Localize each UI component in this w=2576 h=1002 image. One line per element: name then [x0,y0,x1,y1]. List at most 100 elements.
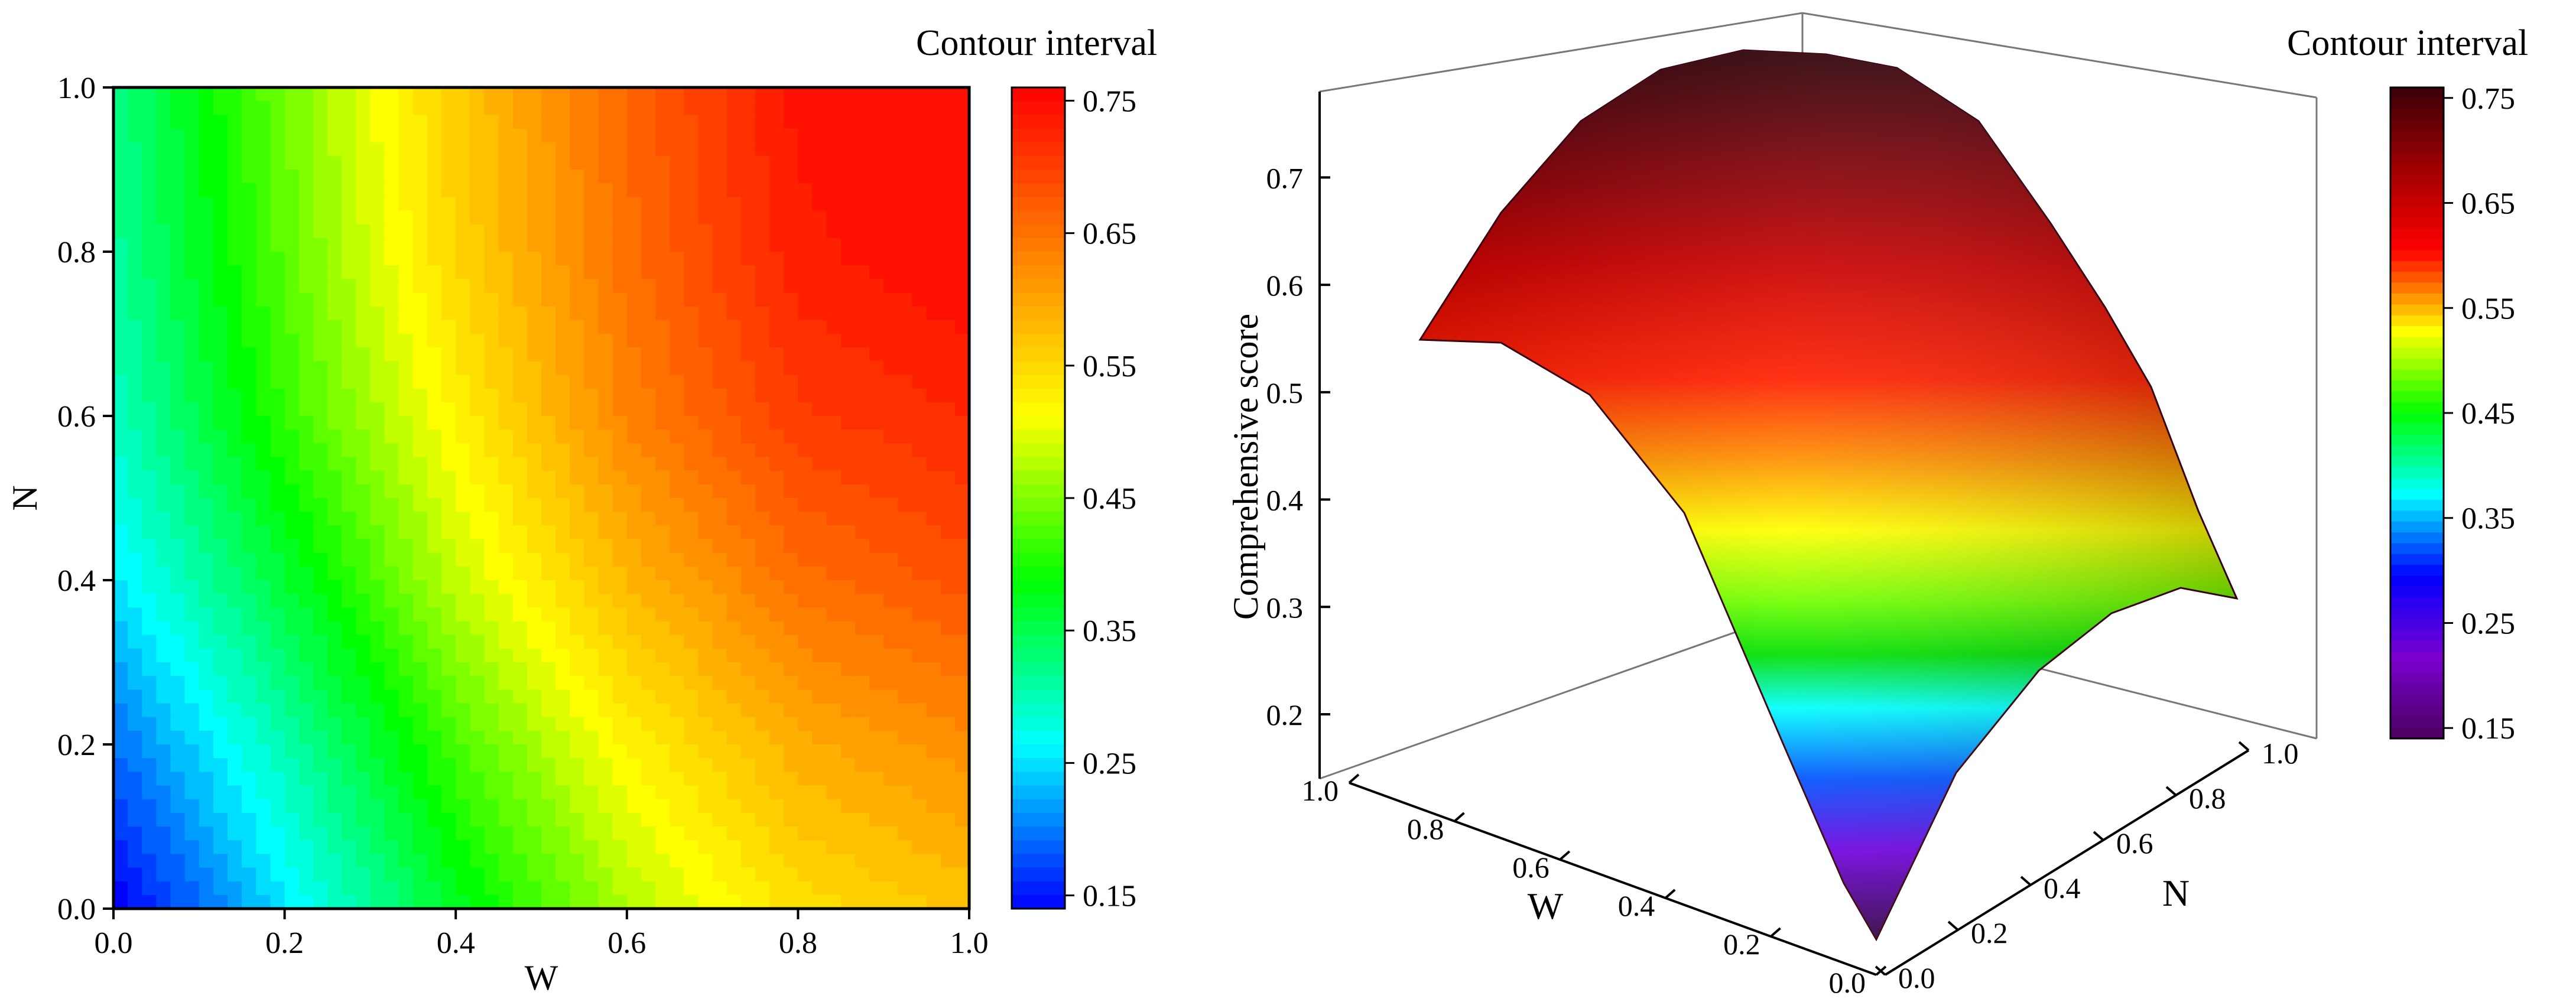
contour-cell [128,388,143,403]
contour-cell [313,334,328,349]
contour-cell [512,375,528,389]
contour-cell [142,525,157,540]
contour-cell [470,785,485,800]
contour-cell [270,827,285,841]
contour-cell [798,635,813,649]
contour-cell [655,170,671,184]
contour-cell [398,197,414,212]
contour-cell [284,334,300,349]
contour-cell [812,552,827,567]
colorbar-band [2390,532,2444,544]
colorbar-band [2390,445,2444,457]
contour-cell [926,621,941,636]
contour-cell [170,292,186,307]
contour-cell [954,566,970,581]
contour-cell [498,484,514,499]
contour-cell [527,566,542,581]
contour-cell [883,238,899,252]
contour-cell [113,785,129,800]
contour-cell [883,744,899,759]
contour-cell [327,388,343,403]
contour-cell [113,402,129,417]
contour-cell [170,320,186,334]
contour-cell [384,210,399,225]
contour-cell [284,484,300,499]
contour-cell [470,703,485,718]
contour-cell [684,155,699,170]
contour-cell [584,265,599,280]
contour-cell [370,676,385,691]
contour-cell [740,566,756,581]
contour-cell [712,155,727,170]
contour-cell [926,128,941,143]
contour-cell [626,648,642,663]
contour-cell [142,101,157,116]
contour-cell [184,607,200,622]
contour-cell [612,525,628,540]
contour-cell [812,388,827,403]
contour-cell [940,361,956,376]
contour-cell [470,306,485,321]
contour-cell [755,812,771,827]
contour-cell [512,539,528,554]
contour-cell [926,470,941,485]
contour-cell [398,525,414,540]
contour-cell [298,854,314,868]
contour-cell [570,210,585,225]
contour-cell [684,170,699,184]
contour-cell [626,840,642,855]
contour-cell [670,265,685,280]
contour-cell [769,744,785,759]
contour-y-tick-label: 0.0 [57,893,96,926]
contour-cell [584,375,599,389]
contour-cell [684,210,699,225]
contour-cell [356,265,371,280]
contour-cell [113,867,129,882]
contour-cell [128,799,143,814]
contour-cell [270,881,285,896]
contour-cell [498,566,514,581]
contour-cell [541,799,557,814]
contour-cell [213,621,229,636]
contour-cell [712,607,727,622]
contour-cell [612,142,628,157]
contour-cell [740,607,756,622]
contour-cell [256,210,271,225]
contour-cell [755,197,771,212]
contour-cell [156,443,171,458]
contour-cell [626,416,642,431]
contour-cell [855,854,870,868]
contour-cell [740,730,756,745]
contour-cell [484,525,499,540]
contour-cell [584,224,599,239]
contour-cell [427,566,443,581]
colorbar-band [1012,744,1065,759]
contour-cell [384,484,399,499]
contour-cell [670,580,685,595]
contour-cell [883,730,899,745]
contour-cell [698,594,713,609]
contour-cell [356,621,371,636]
contour-cell [170,894,186,909]
contour-cell [498,170,514,184]
contour-cell [541,827,557,841]
contour-cell [612,594,628,609]
contour-cell [869,87,885,102]
contour-cell [954,484,970,499]
contour-cell [712,170,727,184]
contour-cell [470,375,485,389]
contour-cell [812,594,827,609]
contour-cell [855,87,870,102]
contour-cell [769,334,785,349]
contour-cell [798,525,813,540]
contour-cell [298,197,314,212]
contour-cell [213,607,229,622]
contour-cell [313,758,328,773]
contour-cell [142,539,157,554]
contour-cell [570,224,585,239]
contour-cell [655,101,671,116]
contour-cell [670,320,685,334]
contour-cell [556,648,571,663]
contour-cell [584,334,599,349]
contour-cell [370,635,385,649]
